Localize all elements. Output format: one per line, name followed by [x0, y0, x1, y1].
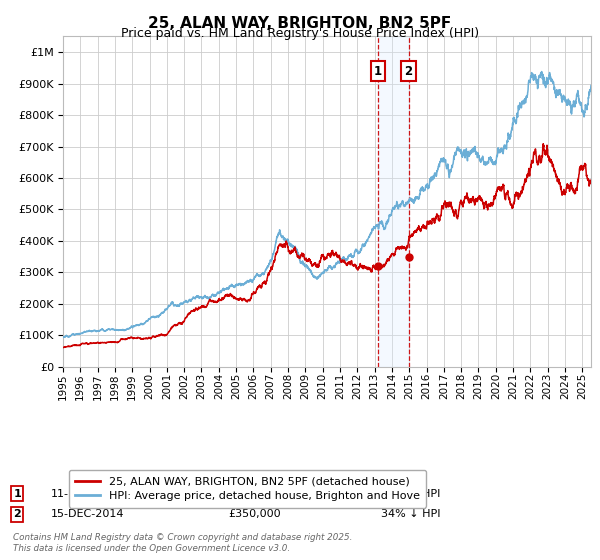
Legend: 25, ALAN WAY, BRIGHTON, BN2 5PF (detached house), HPI: Average price, detached h: 25, ALAN WAY, BRIGHTON, BN2 5PF (detache… [68, 470, 426, 507]
Text: £320,000: £320,000 [228, 489, 281, 499]
Text: 1: 1 [13, 489, 21, 499]
Text: Contains HM Land Registry data © Crown copyright and database right 2025.
This d: Contains HM Land Registry data © Crown c… [13, 533, 353, 553]
Text: Price paid vs. HM Land Registry's House Price Index (HPI): Price paid vs. HM Land Registry's House … [121, 27, 479, 40]
Text: £350,000: £350,000 [228, 509, 281, 519]
Text: 34% ↓ HPI: 34% ↓ HPI [381, 509, 440, 519]
Text: 11-MAR-2013: 11-MAR-2013 [51, 489, 125, 499]
Text: 15-DEC-2014: 15-DEC-2014 [51, 509, 125, 519]
Text: 25, ALAN WAY, BRIGHTON, BN2 5PF: 25, ALAN WAY, BRIGHTON, BN2 5PF [148, 16, 452, 31]
Text: 1: 1 [374, 64, 382, 77]
Bar [378, 36, 409, 367]
Text: 30% ↓ HPI: 30% ↓ HPI [381, 489, 440, 499]
Text: 2: 2 [404, 64, 413, 77]
Text: 2: 2 [13, 509, 21, 519]
